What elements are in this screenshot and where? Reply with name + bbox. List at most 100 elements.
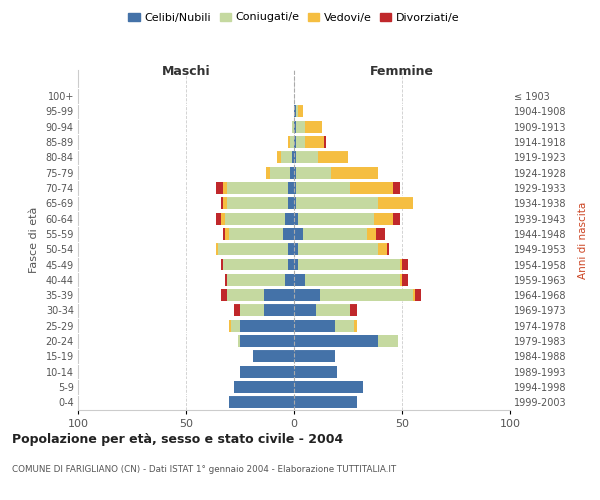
Bar: [296, 120, 305, 132]
Bar: [335, 320, 355, 332]
Bar: [413, 289, 415, 301]
Bar: [324, 136, 326, 148]
Bar: [294, 182, 296, 194]
Bar: [287, 182, 294, 194]
Bar: [266, 166, 270, 178]
Bar: [221, 212, 225, 224]
Bar: [240, 304, 264, 316]
Bar: [221, 258, 223, 270]
Bar: [387, 243, 389, 255]
Text: Popolazione per età, sesso e stato civile - 2004: Popolazione per età, sesso e stato civil…: [12, 432, 343, 446]
Bar: [350, 182, 394, 194]
Bar: [296, 166, 331, 178]
Bar: [290, 136, 294, 148]
Bar: [296, 106, 298, 118]
Bar: [378, 335, 398, 347]
Bar: [298, 258, 400, 270]
Bar: [294, 274, 305, 286]
Bar: [223, 228, 225, 240]
Bar: [264, 289, 294, 301]
Bar: [400, 258, 402, 270]
Bar: [294, 198, 296, 209]
Bar: [264, 304, 294, 316]
Bar: [294, 335, 378, 347]
Bar: [294, 136, 296, 148]
Bar: [294, 366, 337, 378]
Bar: [294, 304, 316, 316]
Bar: [394, 212, 400, 224]
Bar: [283, 228, 294, 240]
Bar: [292, 152, 294, 164]
Bar: [294, 106, 296, 118]
Bar: [225, 274, 227, 286]
Bar: [376, 228, 385, 240]
Bar: [227, 274, 286, 286]
Bar: [287, 258, 294, 270]
Bar: [294, 152, 296, 164]
Legend: Celibi/Nubili, Coniugati/e, Vedovi/e, Divorziati/e: Celibi/Nubili, Coniugati/e, Vedovi/e, Di…: [124, 8, 464, 27]
Y-axis label: Anni di nascita: Anni di nascita: [578, 202, 588, 278]
Text: COMUNE DI FARIGLIANO (CN) - Dati ISTAT 1° gennaio 2004 - Elaborazione TUTTITALIA: COMUNE DI FARIGLIANO (CN) - Dati ISTAT 1…: [12, 466, 396, 474]
Bar: [296, 152, 318, 164]
Bar: [294, 243, 298, 255]
Bar: [216, 243, 218, 255]
Bar: [305, 274, 400, 286]
Bar: [229, 320, 232, 332]
Bar: [294, 396, 356, 408]
Bar: [294, 350, 335, 362]
Bar: [287, 136, 290, 148]
Bar: [305, 120, 322, 132]
Bar: [296, 198, 378, 209]
Bar: [294, 166, 296, 178]
Bar: [294, 320, 335, 332]
Bar: [402, 258, 409, 270]
Bar: [286, 212, 294, 224]
Bar: [294, 120, 296, 132]
Bar: [350, 304, 356, 316]
Bar: [233, 381, 294, 393]
Bar: [216, 182, 223, 194]
Bar: [294, 381, 363, 393]
Bar: [292, 120, 294, 132]
Bar: [355, 320, 356, 332]
Bar: [294, 228, 302, 240]
Bar: [223, 182, 227, 194]
Bar: [287, 198, 294, 209]
Bar: [294, 258, 298, 270]
Bar: [287, 243, 294, 255]
Bar: [294, 289, 320, 301]
Bar: [227, 198, 287, 209]
Bar: [240, 320, 294, 332]
Bar: [400, 274, 402, 286]
Bar: [281, 152, 292, 164]
Bar: [294, 212, 298, 224]
Bar: [277, 152, 281, 164]
Bar: [221, 289, 227, 301]
Bar: [415, 289, 421, 301]
Bar: [229, 396, 294, 408]
Y-axis label: Fasce di età: Fasce di età: [29, 207, 38, 273]
Bar: [223, 198, 227, 209]
Bar: [225, 212, 286, 224]
Bar: [331, 166, 378, 178]
Bar: [305, 136, 324, 148]
Bar: [227, 182, 287, 194]
Bar: [302, 228, 367, 240]
Bar: [318, 152, 348, 164]
Bar: [240, 335, 294, 347]
Bar: [229, 228, 283, 240]
Bar: [225, 228, 229, 240]
Bar: [298, 212, 374, 224]
Bar: [394, 182, 400, 194]
Bar: [232, 320, 240, 332]
Bar: [374, 212, 394, 224]
Bar: [233, 304, 240, 316]
Bar: [378, 243, 387, 255]
Bar: [253, 350, 294, 362]
Bar: [367, 228, 376, 240]
Bar: [296, 182, 350, 194]
Bar: [316, 304, 350, 316]
Text: Maschi: Maschi: [161, 66, 211, 78]
Bar: [402, 274, 409, 286]
Bar: [298, 243, 378, 255]
